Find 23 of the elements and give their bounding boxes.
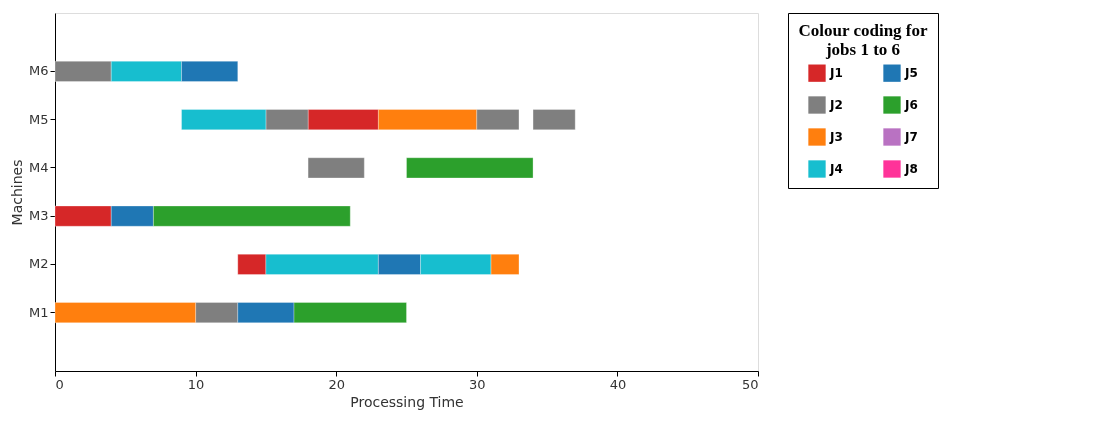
x-tick-label: 40 — [609, 376, 627, 392]
legend-label: J1 — [829, 66, 843, 81]
y-tick-label: M5 — [29, 111, 49, 127]
x-axis-title: Processing Time — [350, 393, 464, 410]
x-tick-label: 30 — [469, 376, 486, 392]
legend-label: J8 — [904, 162, 918, 176]
legend-title: Colour coding for jobs 1 to 6 — [798, 21, 928, 59]
legend-label: J7 — [904, 130, 918, 144]
x-tick-label: 20 — [328, 376, 345, 392]
y-tick-label: M3 — [29, 208, 49, 224]
y-axis-title: Machines — [9, 159, 26, 226]
legend-label: J4 — [829, 162, 843, 176]
y-tick-label: M2 — [29, 256, 49, 272]
x-tick-label: 10 — [187, 376, 205, 392]
y-tick-label: M6 — [29, 63, 49, 79]
y-tick-label: M4 — [29, 159, 49, 175]
legend-label: J6 — [904, 98, 918, 112]
legend-label: J3 — [829, 130, 843, 144]
x-tick-label: 50 — [741, 376, 759, 392]
x-tick-label: 0 — [55, 376, 64, 392]
y-tick-label: M1 — [29, 304, 49, 320]
legend-label: J2 — [829, 98, 843, 112]
legend-label: J5 — [904, 66, 918, 81]
